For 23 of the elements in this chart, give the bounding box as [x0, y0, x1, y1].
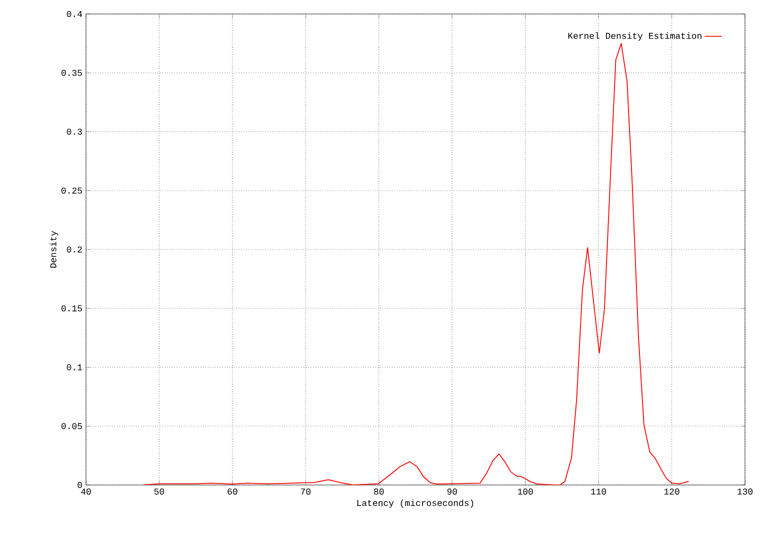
y-tick-label: 0.35	[62, 70, 82, 76]
y-tick-label: 0.05	[62, 423, 82, 430]
x-tick-label: 60	[228, 488, 238, 495]
y-tick-label: 0.1	[66, 364, 82, 370]
x-tick-label: 40	[81, 488, 91, 495]
x-tick-label: 130	[738, 488, 753, 495]
y-tick-label: 0.4	[66, 10, 82, 18]
y-tick-label: 0	[78, 482, 82, 488]
x-axis-title: Latency (microseconds)	[357, 499, 474, 508]
line-series	[142, 42, 690, 485]
y-tick-label: 0.3	[66, 128, 82, 135]
x-tick-label: 110	[591, 488, 606, 495]
x-tick-label: 120	[664, 488, 680, 495]
x-tick-label: 50	[154, 488, 164, 495]
legend-label: Kernel Density Estimation	[568, 32, 702, 41]
x-tick-label: 90	[447, 488, 457, 495]
y-tick-label: 0.25	[62, 188, 82, 194]
x-tick-label: 70	[300, 488, 310, 495]
x-tick-label: 80	[374, 488, 384, 495]
y-axis-title: Density	[50, 230, 58, 268]
y-tick-label: 0.15	[62, 305, 82, 312]
y-tick-label: 0.2	[66, 246, 82, 253]
x-tick-label: 100	[518, 488, 533, 495]
